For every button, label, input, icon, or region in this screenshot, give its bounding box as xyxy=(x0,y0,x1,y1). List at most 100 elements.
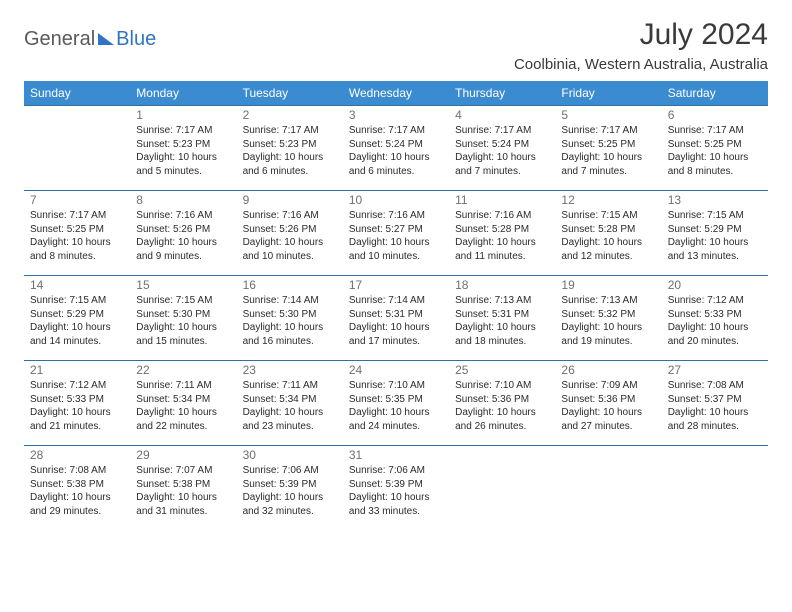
sunrise-line: Sunrise: 7:16 AM xyxy=(455,209,549,223)
sunrise-line: Sunrise: 7:17 AM xyxy=(136,124,230,138)
sunrise-line: Sunrise: 7:15 AM xyxy=(136,294,230,308)
day-info: Sunrise: 7:13 AMSunset: 5:31 PMDaylight:… xyxy=(455,294,549,348)
daylight-line: Daylight: 10 hours and 27 minutes. xyxy=(561,406,655,433)
calendar-day-cell: 10Sunrise: 7:16 AMSunset: 5:27 PMDayligh… xyxy=(343,191,449,276)
day-info: Sunrise: 7:16 AMSunset: 5:27 PMDaylight:… xyxy=(349,209,443,263)
calendar-day-cell: 30Sunrise: 7:06 AMSunset: 5:39 PMDayligh… xyxy=(237,446,343,531)
weekday-header: Saturday xyxy=(662,81,768,106)
sunset-line: Sunset: 5:23 PM xyxy=(136,138,230,152)
calendar-day-cell: 9Sunrise: 7:16 AMSunset: 5:26 PMDaylight… xyxy=(237,191,343,276)
sunset-line: Sunset: 5:34 PM xyxy=(243,393,337,407)
day-number: 1 xyxy=(136,108,230,122)
sunset-line: Sunset: 5:31 PM xyxy=(455,308,549,322)
day-info: Sunrise: 7:16 AMSunset: 5:26 PMDaylight:… xyxy=(243,209,337,263)
daylight-line: Daylight: 10 hours and 6 minutes. xyxy=(349,151,443,178)
day-info: Sunrise: 7:11 AMSunset: 5:34 PMDaylight:… xyxy=(136,379,230,433)
sunset-line: Sunset: 5:27 PM xyxy=(349,223,443,237)
sunrise-line: Sunrise: 7:07 AM xyxy=(136,464,230,478)
calendar-empty-cell xyxy=(449,446,555,531)
calendar-day-cell: 1 Sunrise: 7:17 AMSunset: 5:23 PMDaylight… xyxy=(130,106,236,191)
sunset-line: Sunset: 5:37 PM xyxy=(668,393,762,407)
day-info: Sunrise: 7:06 AMSunset: 5:39 PMDaylight:… xyxy=(349,464,443,518)
sunset-line: Sunset: 5:26 PM xyxy=(243,223,337,237)
calendar-day-cell: 18 Sunrise: 7:13 AMSunset: 5:31 PMDayligh… xyxy=(449,276,555,361)
sunrise-line: Sunrise: 7:08 AM xyxy=(668,379,762,393)
daylight-line: Daylight: 10 hours and 10 minutes. xyxy=(243,236,337,263)
sunrise-line: Sunrise: 7:14 AM xyxy=(243,294,337,308)
calendar-day-cell: 15 Sunrise: 7:15 AMSunset: 5:30 PMDayligh… xyxy=(130,276,236,361)
day-info: Sunrise: 7:09 AMSunset: 5:36 PMDaylight:… xyxy=(561,379,655,433)
sunrise-line: Sunrise: 7:09 AM xyxy=(561,379,655,393)
sunset-line: Sunset: 5:33 PM xyxy=(30,393,124,407)
daylight-line: Daylight: 10 hours and 19 minutes. xyxy=(561,321,655,348)
daylight-line: Daylight: 10 hours and 11 minutes. xyxy=(455,236,549,263)
sunrise-line: Sunrise: 7:14 AM xyxy=(349,294,443,308)
calendar-day-cell: 27Sunrise: 7:08 AMSunset: 5:37 PMDayligh… xyxy=(662,361,768,446)
weekday-header: Friday xyxy=(555,81,661,106)
sunset-line: Sunset: 5:24 PM xyxy=(455,138,549,152)
day-number: 15 xyxy=(136,278,230,292)
sunrise-line: Sunrise: 7:13 AM xyxy=(561,294,655,308)
daylight-line: Daylight: 10 hours and 7 minutes. xyxy=(455,151,549,178)
calendar-day-cell: 6Sunrise: 7:17 AMSunset: 5:25 PMDaylight… xyxy=(662,106,768,191)
day-info: Sunrise: 7:15 AMSunset: 5:30 PMDaylight:… xyxy=(136,294,230,348)
daylight-line: Daylight: 10 hours and 14 minutes. xyxy=(30,321,124,348)
calendar-day-cell: 23Sunrise: 7:11 AMSunset: 5:34 PMDayligh… xyxy=(237,361,343,446)
day-info: Sunrise: 7:17 AMSunset: 5:23 PMDaylight:… xyxy=(136,124,230,178)
calendar-day-cell: 26Sunrise: 7:09 AMSunset: 5:36 PMDayligh… xyxy=(555,361,661,446)
calendar-day-cell: 4Sunrise: 7:17 AMSunset: 5:24 PMDaylight… xyxy=(449,106,555,191)
day-number: 31 xyxy=(349,448,443,462)
sunrise-line: Sunrise: 7:15 AM xyxy=(561,209,655,223)
calendar-day-cell: 8Sunrise: 7:16 AMSunset: 5:26 PMDaylight… xyxy=(130,191,236,276)
weekday-header-row: SundayMondayTuesdayWednesdayThursdayFrid… xyxy=(24,81,768,106)
day-info: Sunrise: 7:08 AMSunset: 5:38 PMDaylight:… xyxy=(30,464,124,518)
calendar-empty-cell xyxy=(24,106,130,191)
calendar-day-cell: 28Sunrise: 7:08 AMSunset: 5:38 PMDayligh… xyxy=(24,446,130,531)
daylight-line: Daylight: 10 hours and 32 minutes. xyxy=(243,491,337,518)
day-number: 25 xyxy=(455,363,549,377)
header: General Blue July 2024 Coolbinia, Wester… xyxy=(24,18,768,79)
daylight-line: Daylight: 10 hours and 15 minutes. xyxy=(136,321,230,348)
sunrise-line: Sunrise: 7:06 AM xyxy=(349,464,443,478)
daylight-line: Daylight: 10 hours and 12 minutes. xyxy=(561,236,655,263)
sunrise-line: Sunrise: 7:15 AM xyxy=(30,294,124,308)
day-info: Sunrise: 7:13 AMSunset: 5:32 PMDaylight:… xyxy=(561,294,655,348)
sunrise-line: Sunrise: 7:11 AM xyxy=(243,379,337,393)
day-info: Sunrise: 7:17 AMSunset: 5:25 PMDaylight:… xyxy=(561,124,655,178)
daylight-line: Daylight: 10 hours and 31 minutes. xyxy=(136,491,230,518)
calendar-day-cell: 12 Sunrise: 7:15 AMSunset: 5:28 PMDayligh… xyxy=(555,191,661,276)
title-block: July 2024 Coolbinia, Western Australia, … xyxy=(514,18,768,79)
day-number: 24 xyxy=(349,363,443,377)
sunrise-line: Sunrise: 7:15 AM xyxy=(668,209,762,223)
sunset-line: Sunset: 5:39 PM xyxy=(349,478,443,492)
sunrise-line: Sunrise: 7:11 AM xyxy=(136,379,230,393)
daylight-line: Daylight: 10 hours and 16 minutes. xyxy=(243,321,337,348)
sunrise-line: Sunrise: 7:17 AM xyxy=(349,124,443,138)
day-number: 18 xyxy=(455,278,549,292)
weekday-header: Thursday xyxy=(449,81,555,106)
day-info: Sunrise: 7:17 AMSunset: 5:25 PMDaylight:… xyxy=(668,124,762,178)
calendar-day-cell: 2Sunrise: 7:17 AMSunset: 5:23 PMDaylight… xyxy=(237,106,343,191)
sunset-line: Sunset: 5:36 PM xyxy=(455,393,549,407)
brand-part1: General xyxy=(24,28,95,51)
day-number: 14 xyxy=(30,278,124,292)
sunrise-line: Sunrise: 7:10 AM xyxy=(455,379,549,393)
day-number: 4 xyxy=(455,108,549,122)
sunrise-line: Sunrise: 7:10 AM xyxy=(349,379,443,393)
calendar-week-row: 28Sunrise: 7:08 AMSunset: 5:38 PMDayligh… xyxy=(24,446,768,531)
daylight-line: Daylight: 10 hours and 21 minutes. xyxy=(30,406,124,433)
calendar-week-row: 7Sunrise: 7:17 AMSunset: 5:25 PMDaylight… xyxy=(24,191,768,276)
calendar-day-cell: 7Sunrise: 7:17 AMSunset: 5:25 PMDaylight… xyxy=(24,191,130,276)
day-number: 27 xyxy=(668,363,762,377)
day-info: Sunrise: 7:15 AMSunset: 5:29 PMDaylight:… xyxy=(30,294,124,348)
day-info: Sunrise: 7:17 AMSunset: 5:24 PMDaylight:… xyxy=(349,124,443,178)
sunrise-line: Sunrise: 7:16 AM xyxy=(243,209,337,223)
sunrise-line: Sunrise: 7:17 AM xyxy=(243,124,337,138)
weekday-header: Monday xyxy=(130,81,236,106)
daylight-line: Daylight: 10 hours and 13 minutes. xyxy=(668,236,762,263)
sunrise-line: Sunrise: 7:13 AM xyxy=(455,294,549,308)
calendar-day-cell: 22Sunrise: 7:11 AMSunset: 5:34 PMDayligh… xyxy=(130,361,236,446)
day-number: 12 xyxy=(561,193,655,207)
day-number: 5 xyxy=(561,108,655,122)
sunset-line: Sunset: 5:28 PM xyxy=(561,223,655,237)
